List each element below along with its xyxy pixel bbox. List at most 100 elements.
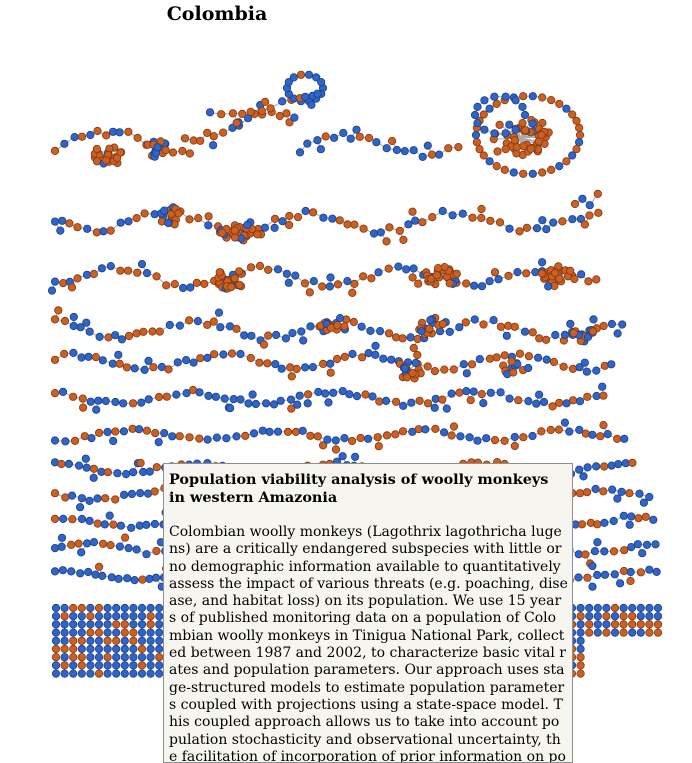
node-orange: [349, 289, 356, 296]
node-orange: [81, 433, 88, 440]
node-blue: [463, 387, 470, 394]
node-orange: [513, 144, 520, 151]
node-blue: [330, 134, 337, 141]
node-blue: [52, 613, 59, 620]
node-blue: [405, 221, 412, 228]
node-blue: [369, 393, 376, 400]
node-blue: [138, 629, 145, 636]
node-orange: [611, 621, 618, 628]
node-blue: [298, 328, 305, 335]
node-orange: [480, 321, 487, 328]
node-orange: [162, 147, 169, 154]
node-blue: [100, 228, 107, 235]
node-orange: [374, 434, 381, 441]
node-blue: [539, 217, 546, 224]
node-blue: [302, 207, 309, 214]
node-orange: [163, 282, 170, 289]
node-orange: [99, 540, 106, 547]
node-orange: [497, 323, 504, 330]
node-orange: [75, 540, 82, 547]
node-blue: [552, 331, 559, 338]
node-blue: [529, 170, 536, 177]
node-blue: [145, 357, 152, 364]
node-orange: [350, 318, 357, 325]
node-blue: [90, 474, 97, 481]
node-blue: [169, 433, 176, 440]
node-orange: [510, 369, 517, 376]
node-orange: [467, 396, 474, 403]
node-blue: [575, 139, 582, 146]
node-blue: [52, 670, 59, 677]
node-blue: [61, 654, 68, 661]
node-orange: [216, 269, 223, 276]
node-orange: [642, 513, 649, 520]
node-blue: [86, 328, 93, 335]
node-blue: [155, 438, 162, 445]
node-orange: [358, 354, 365, 361]
node-blue: [187, 284, 194, 291]
node-blue: [614, 330, 621, 337]
node-blue: [393, 146, 400, 153]
node-orange: [629, 613, 636, 620]
node-blue: [87, 670, 94, 677]
node-orange: [439, 396, 446, 403]
node-orange: [429, 213, 436, 220]
node-orange: [462, 319, 469, 326]
node-blue: [407, 334, 414, 341]
node-blue: [514, 268, 521, 275]
node-blue: [277, 397, 284, 404]
node-blue: [135, 426, 142, 433]
node-orange: [573, 117, 580, 124]
node-orange: [107, 541, 114, 548]
node-blue: [299, 427, 306, 434]
node-orange: [569, 365, 576, 372]
node-orange: [603, 613, 610, 620]
node-blue: [109, 360, 116, 367]
node-blue: [147, 604, 154, 611]
node-orange: [332, 446, 339, 453]
node-orange: [267, 105, 274, 112]
node-blue: [61, 629, 68, 636]
node-blue: [104, 629, 111, 636]
node-blue: [113, 645, 120, 652]
node-blue: [440, 429, 447, 436]
node-orange: [314, 433, 321, 440]
node-orange: [169, 149, 176, 156]
node-blue: [270, 401, 277, 408]
node-blue: [120, 400, 127, 407]
node-orange: [186, 216, 193, 223]
node-blue: [324, 436, 331, 443]
node-orange: [434, 264, 441, 271]
node-orange: [175, 210, 182, 217]
node-orange: [247, 264, 254, 271]
node-orange: [129, 400, 136, 407]
node-orange: [583, 489, 590, 496]
node-blue: [463, 370, 470, 377]
node-blue: [156, 662, 163, 669]
node-orange: [491, 436, 498, 443]
node-orange: [319, 360, 326, 367]
node-blue: [611, 613, 618, 620]
node-orange: [265, 332, 272, 339]
node-orange: [309, 209, 316, 216]
node-orange: [265, 266, 272, 273]
node-blue: [130, 613, 137, 620]
node-blue: [470, 388, 477, 395]
node-blue: [279, 98, 286, 105]
node-blue: [351, 453, 358, 460]
node-blue: [104, 670, 111, 677]
node-blue: [88, 434, 95, 441]
node-orange: [94, 520, 101, 527]
node-blue: [566, 428, 573, 435]
node-orange: [520, 142, 527, 149]
node-orange: [478, 205, 485, 212]
node-blue: [272, 331, 279, 338]
node-blue: [115, 575, 122, 582]
node-blue: [252, 400, 259, 407]
node-blue: [594, 621, 601, 628]
node-orange: [69, 393, 76, 400]
node-blue: [82, 455, 89, 462]
node-blue: [592, 485, 599, 492]
node-blue: [70, 670, 77, 677]
node-blue: [594, 629, 601, 636]
